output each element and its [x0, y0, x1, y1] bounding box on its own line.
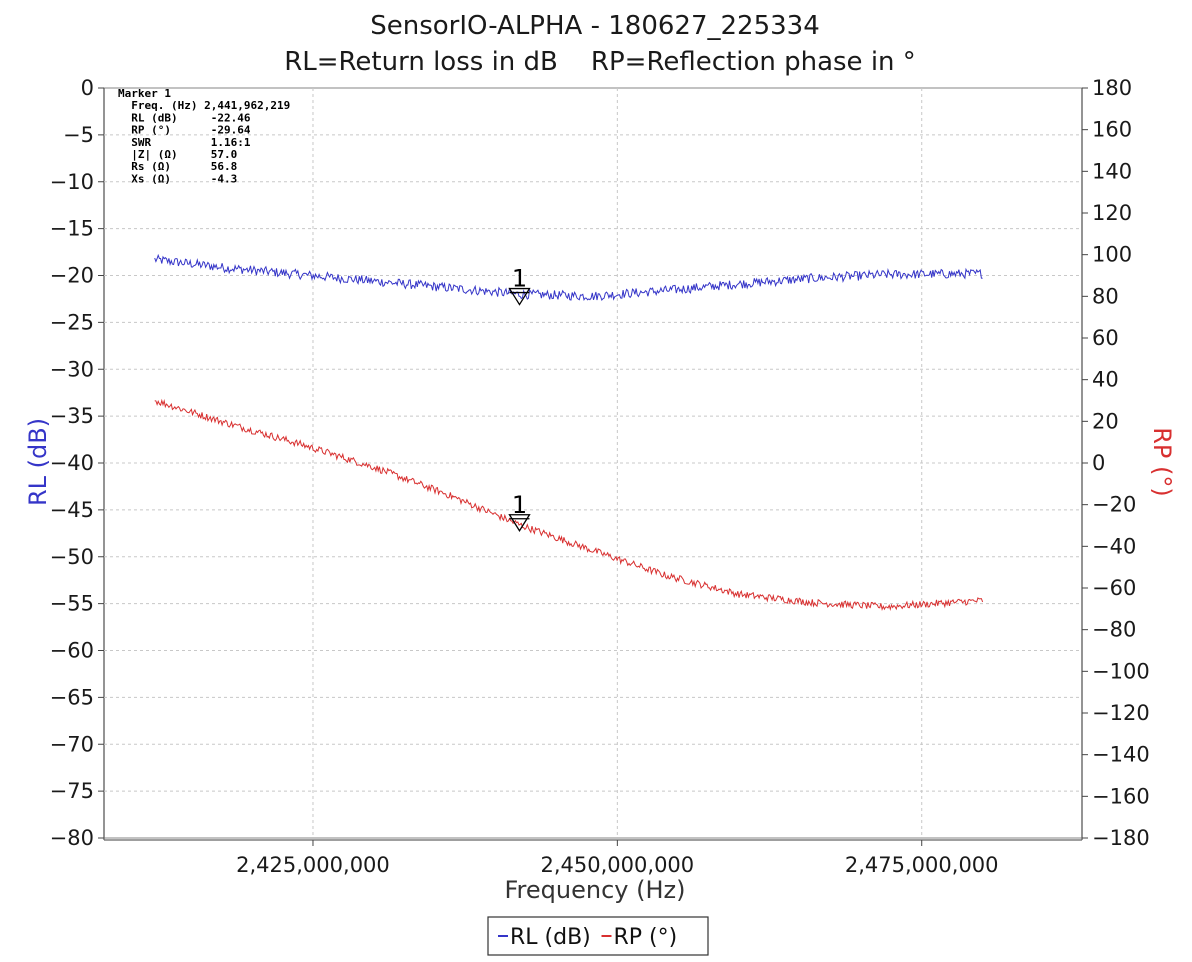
- y-right-tick-label: −160: [1092, 784, 1150, 808]
- y-right-tick-label: 140: [1092, 159, 1132, 183]
- legend-box: [487, 916, 709, 956]
- y-right-tick-label: 60: [1092, 326, 1119, 350]
- x-tick-label: 2,475,000,000: [845, 853, 999, 877]
- marker-info-line: Xs (Ω) -4.3: [118, 172, 237, 185]
- chart-title: SensorIO-ALPHA - 180627_225334: [370, 11, 820, 41]
- x-tick-label: 2,425,000,000: [236, 853, 390, 877]
- y-axis-left-label: RL (dB): [24, 418, 52, 506]
- y-right-tick-label: 20: [1092, 409, 1119, 433]
- y-left-tick-label: −10: [50, 170, 94, 194]
- tick-layer: 0 −5 −10 −15 −20 −25 −30 −35 −40 −45 −50 −55 −60 −65 −…: [50, 76, 1150, 877]
- y-right-tick-label: 100: [1092, 243, 1132, 267]
- y-axis-right-label: RP (°): [1148, 427, 1176, 497]
- y-right-tick-label: −180: [1092, 826, 1150, 850]
- y-right-tick-label: −40: [1092, 534, 1136, 558]
- x-tick-label: 2,450,000,000: [541, 853, 695, 877]
- series-line: [154, 398, 984, 612]
- marker-info-line: Freq. (Hz) 2,441,962,219: [118, 99, 290, 112]
- y-left-tick-label: −35: [50, 404, 94, 428]
- marker-layer: 11: [508, 265, 531, 532]
- x-axis-label: Frequency (Hz): [505, 876, 686, 904]
- y-left-tick-label: 0: [81, 76, 94, 100]
- marker-info-line: RP (°) -29.64: [118, 124, 251, 137]
- y-left-tick-label: −55: [50, 592, 94, 616]
- y-left-tick-label: −80: [50, 826, 94, 850]
- legend-label: RL (dB): [510, 925, 591, 950]
- series-layer: [154, 253, 984, 612]
- marker-info-line: SWR 1.16:1: [118, 136, 251, 149]
- legend: RL (dB) RP (°): [487, 916, 709, 956]
- y-left-tick-label: −15: [50, 217, 94, 241]
- y-left-tick-label: −65: [50, 685, 94, 709]
- y-left-tick-label: −40: [50, 451, 94, 475]
- y-left-tick-label: −60: [50, 639, 94, 663]
- y-left-tick-label: −20: [50, 264, 94, 288]
- marker-info-line: |Z| (Ω) 57.0: [118, 148, 237, 161]
- grid-lines: [104, 88, 1082, 838]
- y-right-tick-label: 160: [1092, 118, 1132, 142]
- series-line: [154, 253, 983, 302]
- marker-info-line: Rs (Ω) 56.8: [118, 160, 237, 173]
- marker-number: 1: [512, 265, 527, 293]
- y-right-tick-label: 40: [1092, 368, 1119, 392]
- chart-subtitle: RL=Return loss in dB RP=Reflection phase…: [284, 47, 916, 77]
- marker-triangle: [508, 287, 531, 306]
- y-right-tick-label: −80: [1092, 618, 1136, 642]
- y-left-tick-label: −70: [50, 732, 94, 756]
- plot-area: [103, 87, 1083, 841]
- y-right-tick-label: 0: [1092, 451, 1105, 475]
- y-left-tick-label: −30: [50, 357, 94, 381]
- legend-label: RP (°): [614, 925, 678, 950]
- y-left-tick-label: −5: [63, 123, 94, 147]
- y-left-tick-label: −45: [50, 498, 94, 522]
- y-left-tick-label: −75: [50, 779, 94, 803]
- y-right-tick-label: −60: [1092, 576, 1136, 600]
- marker-number: 1: [512, 491, 527, 519]
- y-right-tick-label: −120: [1092, 701, 1150, 725]
- y-right-tick-label: −20: [1092, 493, 1136, 517]
- y-right-tick-label: 120: [1092, 201, 1132, 225]
- y-right-tick-label: 180: [1092, 76, 1132, 100]
- marker-info-line: Marker 1: [118, 87, 171, 100]
- y-right-tick-label: 80: [1092, 284, 1119, 308]
- y-left-tick-label: −50: [50, 545, 94, 569]
- marker-info-line: RL (dB) -22.46: [118, 111, 251, 124]
- marker-triangle: [508, 514, 531, 532]
- marker-info-box: Marker 1 Freq. (Hz) 2,441,962,219 RL (dB…: [118, 87, 290, 185]
- y-left-tick-label: −25: [50, 310, 94, 334]
- y-right-tick-label: −100: [1092, 659, 1150, 683]
- y-right-tick-label: −140: [1092, 743, 1150, 767]
